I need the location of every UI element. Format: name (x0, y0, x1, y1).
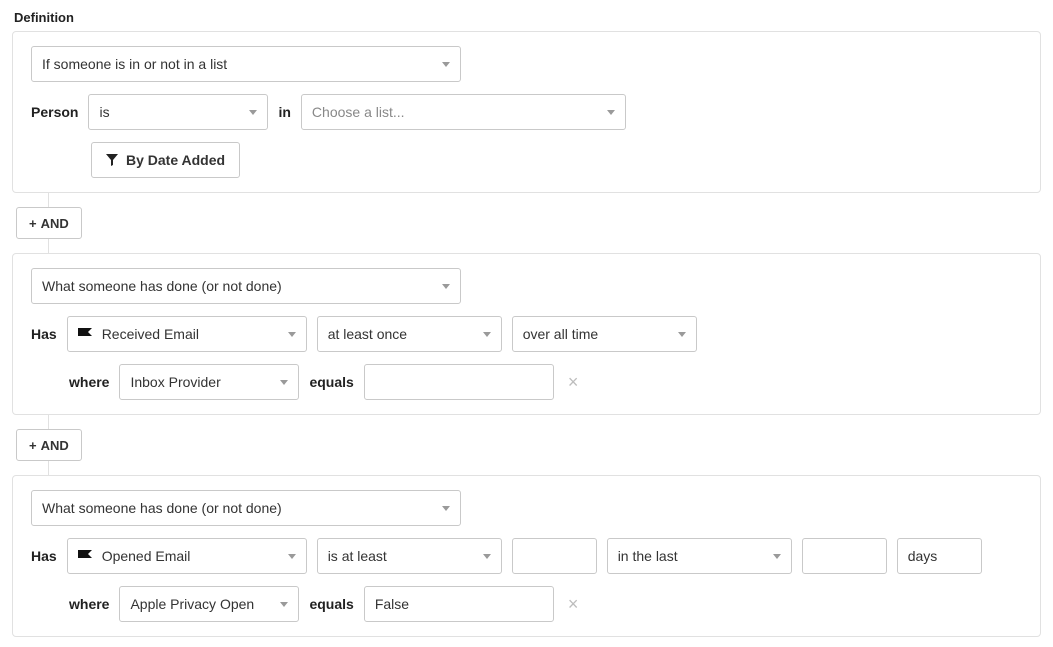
property-value-input[interactable]: False (364, 586, 554, 622)
timeframe-dropdown[interactable]: in the last (607, 538, 792, 574)
frequency-text: is at least (328, 548, 387, 564)
connector-line (48, 193, 49, 207)
where-label: where (69, 596, 109, 612)
frequency-dropdown[interactable]: is at least (317, 538, 502, 574)
chevron-down-icon (442, 506, 450, 511)
and-label: AND (41, 438, 69, 453)
property-dropdown[interactable]: Inbox Provider (119, 364, 299, 400)
time-value-input[interactable] (802, 538, 887, 574)
chevron-down-icon (483, 554, 491, 559)
equals-label: equals (309, 596, 353, 612)
chevron-down-icon (249, 110, 257, 115)
where-label: where (69, 374, 109, 390)
chevron-down-icon (288, 332, 296, 337)
chevron-down-icon (442, 284, 450, 289)
frequency-dropdown[interactable]: at least once (317, 316, 502, 352)
event-text: Opened Email (102, 548, 191, 564)
time-unit-dropdown[interactable]: days (897, 538, 982, 574)
by-date-added-button[interactable]: By Date Added (91, 142, 240, 178)
plus-icon: + (29, 216, 37, 231)
event-dropdown[interactable]: Opened Email (67, 538, 307, 574)
flag-icon (78, 328, 94, 340)
chevron-down-icon (607, 110, 615, 115)
person-label: Person (31, 104, 78, 120)
event-text: Received Email (102, 326, 199, 342)
chevron-down-icon (483, 332, 491, 337)
event-dropdown[interactable]: Received Email (67, 316, 307, 352)
condition-type-dropdown[interactable]: If someone is in or not in a list (31, 46, 461, 82)
connector-line (48, 415, 49, 429)
chevron-down-icon (288, 554, 296, 559)
condition-block-2: What someone has done (or not done) Has … (12, 253, 1041, 415)
remove-filter-icon[interactable]: × (564, 373, 583, 391)
chevron-down-icon (678, 332, 686, 337)
and-connector: + AND (12, 415, 1041, 475)
condition-type-dropdown[interactable]: What someone has done (or not done) (31, 268, 461, 304)
frequency-text: at least once (328, 326, 407, 342)
time-unit-text: days (908, 548, 938, 564)
chevron-down-icon (773, 554, 781, 559)
add-and-button[interactable]: + AND (16, 429, 82, 461)
person-operator-text: is (99, 104, 109, 120)
property-value-input[interactable] (364, 364, 554, 400)
and-connector: + AND (12, 193, 1041, 253)
property-dropdown[interactable]: Apple Privacy Open (119, 586, 299, 622)
list-placeholder-text: Choose a list... (312, 104, 405, 120)
connector-line (48, 239, 49, 253)
property-text: Apple Privacy Open (130, 596, 254, 612)
in-label: in (278, 104, 290, 120)
property-text: Inbox Provider (130, 374, 220, 390)
add-and-button[interactable]: + AND (16, 207, 82, 239)
timeframe-dropdown[interactable]: over all time (512, 316, 697, 352)
timeframe-text: over all time (523, 326, 598, 342)
person-operator-dropdown[interactable]: is (88, 94, 268, 130)
by-date-added-label: By Date Added (126, 152, 225, 168)
and-label: AND (41, 216, 69, 231)
filter-icon (106, 154, 118, 166)
timeframe-text: in the last (618, 548, 678, 564)
condition-type-text: What someone has done (or not done) (42, 500, 282, 516)
has-label: Has (31, 326, 57, 342)
chevron-down-icon (442, 62, 450, 67)
condition-type-text: What someone has done (or not done) (42, 278, 282, 294)
chevron-down-icon (280, 602, 288, 607)
condition-block-3: What someone has done (or not done) Has … (12, 475, 1041, 637)
equals-label: equals (309, 374, 353, 390)
chevron-down-icon (280, 380, 288, 385)
has-label: Has (31, 548, 57, 564)
connector-line (48, 461, 49, 475)
section-title: Definition (14, 10, 1041, 25)
condition-block-1: If someone is in or not in a list Person… (12, 31, 1041, 193)
property-value-text: False (375, 596, 409, 612)
plus-icon: + (29, 438, 37, 453)
remove-filter-icon[interactable]: × (564, 595, 583, 613)
list-dropdown[interactable]: Choose a list... (301, 94, 626, 130)
condition-type-dropdown[interactable]: What someone has done (or not done) (31, 490, 461, 526)
count-input[interactable] (512, 538, 597, 574)
condition-type-text: If someone is in or not in a list (42, 56, 227, 72)
flag-icon (78, 550, 94, 562)
